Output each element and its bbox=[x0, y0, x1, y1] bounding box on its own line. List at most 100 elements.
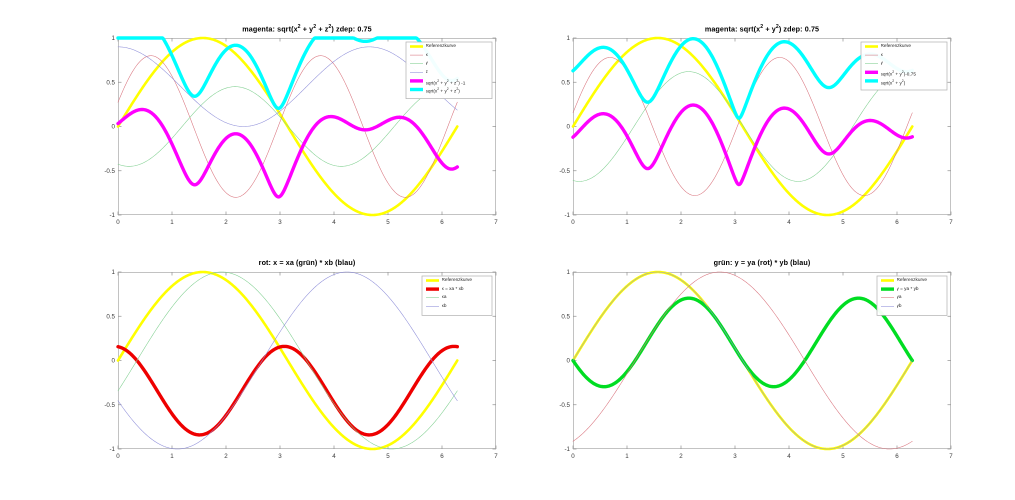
plot-area-bottom-left: 0 1 2 3 4 5 6 7 -1 -0.5 0 0.5 1 Referenzkurve x = xa *… bbox=[104, 269, 498, 465]
x-tick-label: 7 bbox=[949, 453, 953, 460]
curve-sqrt-x-y-0-75 bbox=[571, 103, 914, 187]
curve-xb bbox=[117, 271, 458, 450]
curve-ya bbox=[572, 271, 913, 450]
x-tick-label: 3 bbox=[278, 453, 282, 460]
x-tick-label: 1 bbox=[625, 219, 629, 226]
y-tick-label: -0.5 bbox=[104, 168, 115, 175]
legend-label: sqrt(x2 + y2 + z2) -1 bbox=[425, 78, 466, 86]
y-tick-label: 0.5 bbox=[561, 313, 570, 320]
legend-label: Referenzkurve bbox=[880, 43, 911, 49]
legend-label: y bbox=[425, 60, 428, 66]
x-tick-label: 3 bbox=[733, 219, 737, 226]
x-tick-label: 2 bbox=[679, 219, 683, 226]
y-tick-label: 1 bbox=[567, 35, 571, 42]
plot-area-top-right: 0 1 2 3 4 5 6 7 -1 -0.5 0 0.5 1 Referenzkurve x y sqrt(x… bbox=[559, 35, 953, 231]
x-tick-label: 5 bbox=[386, 453, 390, 460]
legend-label: y = ya * yb bbox=[896, 285, 919, 291]
x-tick-label: 1 bbox=[170, 219, 174, 226]
y-tick-label: 0 bbox=[112, 124, 116, 131]
x-tick-label: 0 bbox=[116, 453, 120, 460]
y-tick-label: 0.5 bbox=[106, 313, 115, 320]
curve-yb bbox=[572, 271, 913, 450]
subplot-top-left: magenta: sqrt(x2 + y2 + z2) zdep: 0.75 0 1… bbox=[104, 24, 498, 231]
x-tick-label: 6 bbox=[895, 453, 899, 460]
y-tick-label: 0.5 bbox=[106, 79, 115, 86]
x-tick-label: 0 bbox=[116, 219, 120, 226]
curve-sqrt-x-y-z-1 bbox=[116, 107, 459, 199]
x-tick-label: 6 bbox=[895, 219, 899, 226]
curve-z bbox=[117, 46, 458, 127]
x-tick-label: 1 bbox=[625, 453, 629, 460]
y-tick-label: -1 bbox=[109, 212, 115, 219]
x-tick-label: 1 bbox=[170, 453, 174, 460]
y-tick-label: -1 bbox=[564, 446, 570, 453]
y-tick-label: 0.5 bbox=[561, 79, 570, 86]
curve-y bbox=[572, 71, 913, 182]
curve-x bbox=[117, 55, 458, 198]
subplot-bottom-right: grün: y = ya (rot) * yb (blau) 0 1 2 3 4 5 6 7 -1… bbox=[559, 258, 953, 465]
subplot-title-bottom-left: rot: x = xa (grün) * xb (blau) bbox=[258, 258, 356, 267]
x-tick-label: 7 bbox=[494, 219, 498, 226]
x-tick-label: 4 bbox=[787, 219, 791, 226]
subplot-title-top-right: magenta: sqrt(x2 + y2) zdep: 0.75 bbox=[704, 24, 820, 34]
x-tick-label: 3 bbox=[733, 453, 737, 460]
legend-bottom-right[interactable]: Referenzkurve y = ya * yb ya yb bbox=[876, 275, 948, 316]
curve-sqrt-x-y- bbox=[571, 37, 914, 120]
x-tick-label: 4 bbox=[787, 453, 791, 460]
legend-label: ya bbox=[896, 294, 902, 300]
x-tick-label: 5 bbox=[841, 219, 845, 226]
subplot-bottom-left: rot: x = xa (grün) * xb (blau) 0 1 2 3 4 5 6 7 -1… bbox=[104, 258, 498, 465]
subplot-title-bottom-right: grün: y = ya (rot) * yb (blau) bbox=[713, 258, 811, 267]
legend-label: Referenzkurve bbox=[425, 43, 456, 49]
y-tick-label: 0 bbox=[112, 358, 116, 365]
y-tick-label: -1 bbox=[564, 212, 570, 219]
x-tick-label: 0 bbox=[571, 453, 575, 460]
curve-sqrt-x-y-z- bbox=[116, 36, 459, 111]
x-tick-label: 6 bbox=[440, 219, 444, 226]
x-tick-label: 2 bbox=[224, 219, 228, 226]
x-tick-label: 0 bbox=[571, 219, 575, 226]
y-tick-label: -0.5 bbox=[559, 402, 570, 409]
legend-top-left[interactable]: Referenzkurve xyz sqrt(x2 + y2 + z2) -1sqr… bbox=[405, 41, 493, 99]
x-tick-label: 2 bbox=[224, 453, 228, 460]
legend-bottom-left[interactable]: Referenzkurve x = xa * xb xa xb bbox=[421, 275, 493, 316]
y-tick-label: 1 bbox=[112, 269, 116, 276]
x-tick-label: 3 bbox=[278, 219, 282, 226]
legend-top-right[interactable]: Referenzkurve xy sqrt(x2 + y2)-0,75sqrt(x2… bbox=[860, 41, 948, 91]
curve-x-xa-xb bbox=[116, 344, 459, 437]
y-tick-label: -0.5 bbox=[104, 402, 115, 409]
legend-label: Referenzkurve bbox=[441, 277, 472, 283]
y-tick-label: 0 bbox=[567, 358, 571, 365]
legend-label: sqrt(x2 + y2 + z2) bbox=[425, 87, 460, 94]
legend-label: xb bbox=[441, 302, 447, 308]
legend-label: x = xa * xb bbox=[441, 285, 464, 291]
y-tick-label: -0.5 bbox=[559, 168, 570, 175]
legend-label: z bbox=[425, 68, 428, 74]
y-tick-label: 1 bbox=[112, 35, 116, 42]
plot-area-top-left: 0 1 2 3 4 5 6 7 -1 -0.5 0 0.5 1 Referenzkurve x y z sqrt(… bbox=[104, 35, 498, 231]
legend-box bbox=[421, 275, 493, 316]
legend-label: sqrt(x2 + y2) bbox=[880, 78, 906, 86]
legend-label: y bbox=[880, 60, 883, 66]
curve-y-ya-yb bbox=[571, 296, 914, 389]
curve-referenzkurve bbox=[116, 36, 459, 217]
x-tick-label: 5 bbox=[841, 453, 845, 460]
x-tick-label: 4 bbox=[332, 453, 336, 460]
legend-label: xa bbox=[441, 294, 447, 300]
legend-label: Referenzkurve bbox=[896, 277, 927, 283]
x-tick-label: 7 bbox=[494, 453, 498, 460]
legend-label: x bbox=[425, 51, 428, 57]
curve-referenzkurve bbox=[116, 270, 459, 451]
plot-area-bottom-right: 0 1 2 3 4 5 6 7 -1 -0.5 0 0.5 1 Referenzkurve y = ya *… bbox=[559, 269, 953, 465]
x-tick-label: 2 bbox=[679, 453, 683, 460]
subplot-title-top-left: magenta: sqrt(x2 + y2 + z2) zdep: 0.75 bbox=[242, 24, 372, 34]
curve-xa bbox=[117, 271, 458, 450]
x-tick-label: 5 bbox=[386, 219, 390, 226]
y-tick-label: 1 bbox=[567, 269, 571, 276]
x-tick-label: 4 bbox=[332, 219, 336, 226]
legend-label: yb bbox=[896, 302, 902, 308]
y-tick-label: 0 bbox=[567, 124, 571, 131]
legend-label: sqrt(x2 + y2)-0,75 bbox=[880, 69, 916, 77]
x-tick-label: 7 bbox=[949, 219, 953, 226]
